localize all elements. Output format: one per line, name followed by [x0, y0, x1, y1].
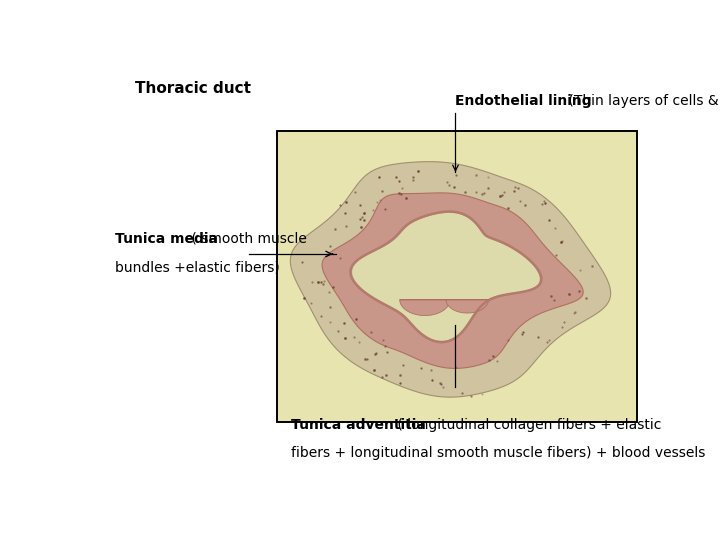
Text: ( longitudinal collagen fibers + elastic: ( longitudinal collagen fibers + elastic	[393, 417, 662, 431]
Text: Endothelial lining: Endothelial lining	[456, 94, 592, 109]
Text: bundles +elastic fibers): bundles +elastic fibers)	[115, 261, 280, 275]
Text: Tunica adventitia: Tunica adventitia	[291, 417, 426, 431]
Text: Tunica media: Tunica media	[115, 232, 218, 246]
Polygon shape	[352, 213, 540, 341]
Polygon shape	[322, 193, 583, 368]
Text: fibers + longitudinal smooth muscle fibers) + blood vessels: fibers + longitudinal smooth muscle fibe…	[291, 446, 706, 460]
Polygon shape	[400, 300, 450, 315]
Text: Thoracic duct: Thoracic duct	[135, 82, 251, 97]
Bar	[277, 131, 637, 422]
Text: (Thin layers of cells & elastic fibers): (Thin layers of cells & elastic fibers)	[564, 94, 720, 109]
Bar	[277, 131, 637, 422]
Text: ( smooth muscle: ( smooth muscle	[187, 232, 307, 246]
Polygon shape	[446, 300, 488, 313]
Polygon shape	[290, 161, 611, 397]
